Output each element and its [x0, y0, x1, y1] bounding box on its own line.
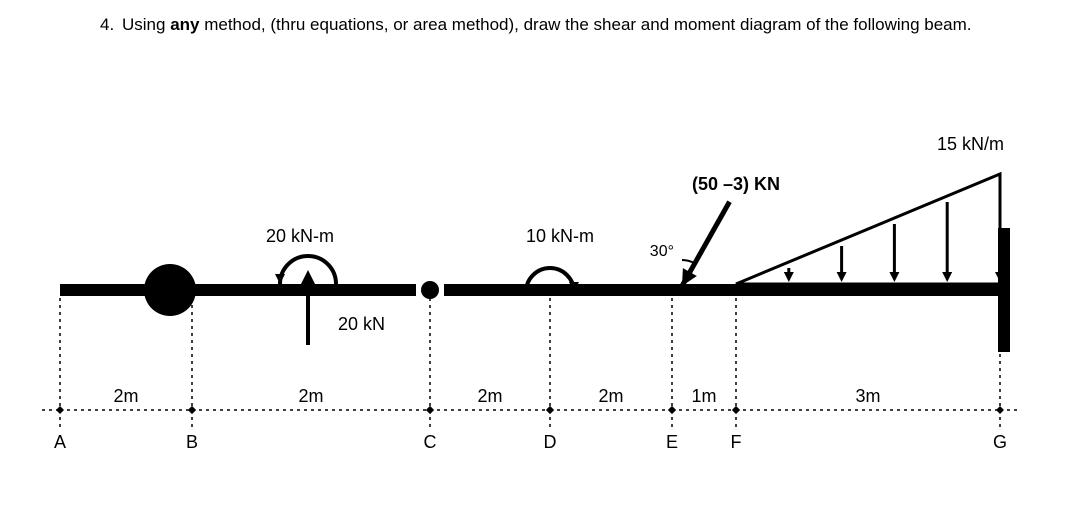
node-label-B: B: [186, 432, 198, 452]
beam-diagram: 20 kN-m 20 kN 10 kN-m 30° (50 –3) KN 15 kN/m 2…: [40, 120, 1040, 500]
dim-EF: 1m: [691, 386, 716, 406]
dim-BC: 2m: [298, 386, 323, 406]
q-bold: any: [170, 15, 199, 34]
label-20kN: 20 kN: [338, 314, 385, 334]
q-part2: method, (thru equations, or area method)…: [199, 15, 971, 34]
dim-AB: 2m: [113, 386, 138, 406]
dim-CD: 2m: [477, 386, 502, 406]
node-label-G: G: [993, 432, 1007, 452]
q-part1: Using: [122, 15, 170, 34]
page: 4. Using any method, (thru equations, or…: [0, 0, 1080, 515]
label-15kNm: 15 kN/m: [937, 134, 1004, 154]
node-label-F: F: [731, 432, 742, 452]
label-20kNm: 20 kN-m: [266, 226, 334, 246]
question-text: 4. Using any method, (thru equations, or…: [122, 14, 992, 37]
label-30deg: 30°: [650, 243, 674, 260]
label-10kNm: 10 kN-m: [526, 226, 594, 246]
dim-FG: 3m: [855, 386, 880, 406]
node-label-A: A: [54, 432, 66, 452]
node-label-D: D: [544, 432, 557, 452]
label-50-3kN: (50 –3) KN: [692, 174, 780, 194]
node-label-E: E: [666, 432, 678, 452]
question-number: 4.: [100, 14, 114, 37]
dim-DE: 2m: [598, 386, 623, 406]
node-label-C: C: [424, 432, 437, 452]
hinge-C: [421, 281, 439, 299]
